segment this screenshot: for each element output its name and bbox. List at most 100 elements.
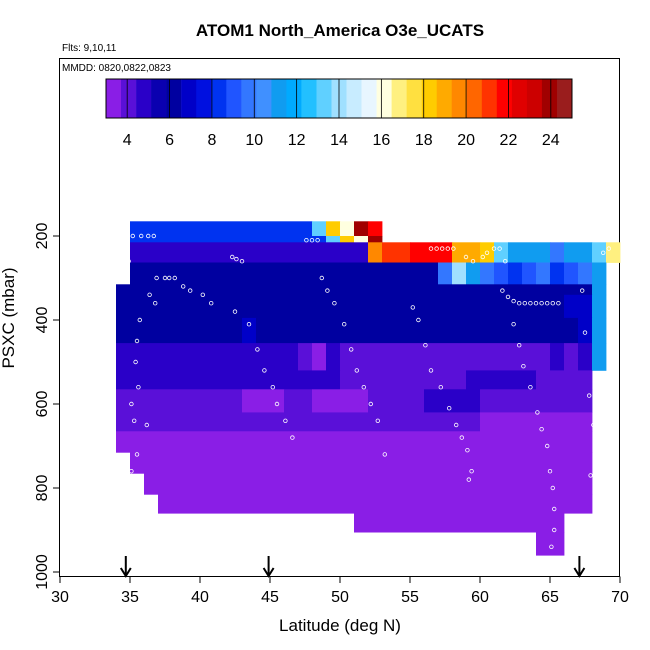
colorbar-segment <box>106 79 122 118</box>
heatmap-cell <box>116 317 243 344</box>
sample-point <box>187 288 193 293</box>
sample-point <box>229 254 235 260</box>
heatmap-cell <box>158 494 369 514</box>
colorbar-tick-label: 18 <box>415 132 433 149</box>
heatmap-cell <box>452 262 467 285</box>
heatmap-cell <box>564 294 593 319</box>
colorbar-segment <box>511 79 528 118</box>
colorbar-segment <box>151 79 167 118</box>
arrow-head <box>262 567 275 578</box>
heatmap-cell <box>382 242 411 263</box>
sample-point <box>539 427 544 432</box>
sample-point <box>545 301 550 306</box>
sample-point <box>126 259 131 264</box>
heatmap-cell <box>564 343 579 371</box>
sample-point <box>454 422 459 428</box>
arrow-head <box>119 567 132 578</box>
colorbar-tick-label: 16 <box>372 132 390 149</box>
heatmap-cell <box>340 221 355 237</box>
heatmap-cell <box>130 452 593 474</box>
colorbar-tick-label: 4 <box>123 132 132 149</box>
heatmap-cell <box>592 343 607 371</box>
heatmap-cell <box>340 370 467 390</box>
colorbar-segment <box>526 79 543 118</box>
heatmap-cell <box>480 412 593 432</box>
dates-label: MMDD: 0820,0822,0823 <box>62 63 171 74</box>
heatmap-cell <box>536 370 593 390</box>
sample-point <box>325 288 330 293</box>
x-tick-label: 45 <box>261 589 279 606</box>
sample-point <box>550 485 555 491</box>
sample-point <box>596 439 602 444</box>
colorbar-segment <box>436 79 452 118</box>
sample-point <box>134 452 140 457</box>
heatmap-cell <box>368 221 383 237</box>
sample-point <box>539 301 544 306</box>
sample-point <box>152 301 158 306</box>
x-tick-label: 30 <box>51 589 69 606</box>
heatmap-cell <box>522 262 537 285</box>
heatmap-cell <box>508 242 551 263</box>
y-axis: 200 400 600 800 1000 <box>34 223 60 590</box>
sample-point <box>500 288 505 293</box>
heatmap-cell <box>438 262 453 285</box>
sample-point <box>503 259 508 264</box>
sample-point <box>445 246 450 251</box>
heatmap-cell <box>368 389 425 413</box>
sample-point <box>465 448 470 453</box>
colorbar-segment <box>211 79 227 118</box>
sample-point <box>440 246 445 251</box>
y-tick-label: 1000 <box>34 554 51 590</box>
heatmap-cell <box>368 242 383 263</box>
sample-point <box>255 347 260 352</box>
sample-point <box>549 544 554 549</box>
heatmap-cell <box>480 242 495 263</box>
heatmap-cell <box>284 389 313 413</box>
sample-point <box>410 305 415 310</box>
heatmap-cell <box>550 242 565 263</box>
colorbar-segment <box>496 79 513 118</box>
heatmap-cell <box>130 221 313 237</box>
heatmap-cell <box>536 532 565 556</box>
heatmap-cell <box>494 242 509 263</box>
heatmap-cell <box>550 262 565 285</box>
colorbar-tick-label: 8 <box>207 132 216 149</box>
colorbar <box>105 78 573 119</box>
heatmap-cell <box>368 494 593 514</box>
sample-point <box>262 368 267 373</box>
arrow-head <box>573 567 586 578</box>
heatmap-cell <box>466 370 537 390</box>
colorbar-tick-label: 22 <box>500 132 518 149</box>
heatmap-cell <box>340 343 551 371</box>
sample-point <box>552 527 557 533</box>
sample-point <box>447 406 452 411</box>
colorbar-tick-label: 10 <box>245 132 263 149</box>
sample-point <box>535 410 540 415</box>
sample-point <box>319 275 324 281</box>
heatmap-cell <box>592 284 607 296</box>
colorbar-segment <box>421 79 437 118</box>
colorbar-segment <box>286 79 302 118</box>
colorbar-segment <box>391 79 407 118</box>
sample-point <box>166 275 172 281</box>
colorbar-segment <box>346 79 362 118</box>
sample-point <box>469 469 474 474</box>
sample-point <box>315 237 320 243</box>
heatmap-cell <box>536 262 551 285</box>
heatmap-cell <box>326 221 341 237</box>
x-tick-label: 35 <box>121 589 139 606</box>
sample-point <box>375 418 380 423</box>
heatmap-cell <box>550 284 593 296</box>
colorbar-segment <box>316 79 332 118</box>
sample-point <box>480 254 485 260</box>
colorbar-segment <box>406 79 422 118</box>
heatmap-cell <box>424 389 481 413</box>
sample-point <box>354 368 359 373</box>
sample-point <box>200 292 205 297</box>
sample-point <box>130 233 135 239</box>
colorbar-ticks: 4 6 8 10 12 14 16 18 20 22 24 <box>123 79 560 149</box>
sample-point <box>491 246 497 251</box>
sample-point <box>416 317 421 323</box>
sample-point <box>361 385 366 390</box>
